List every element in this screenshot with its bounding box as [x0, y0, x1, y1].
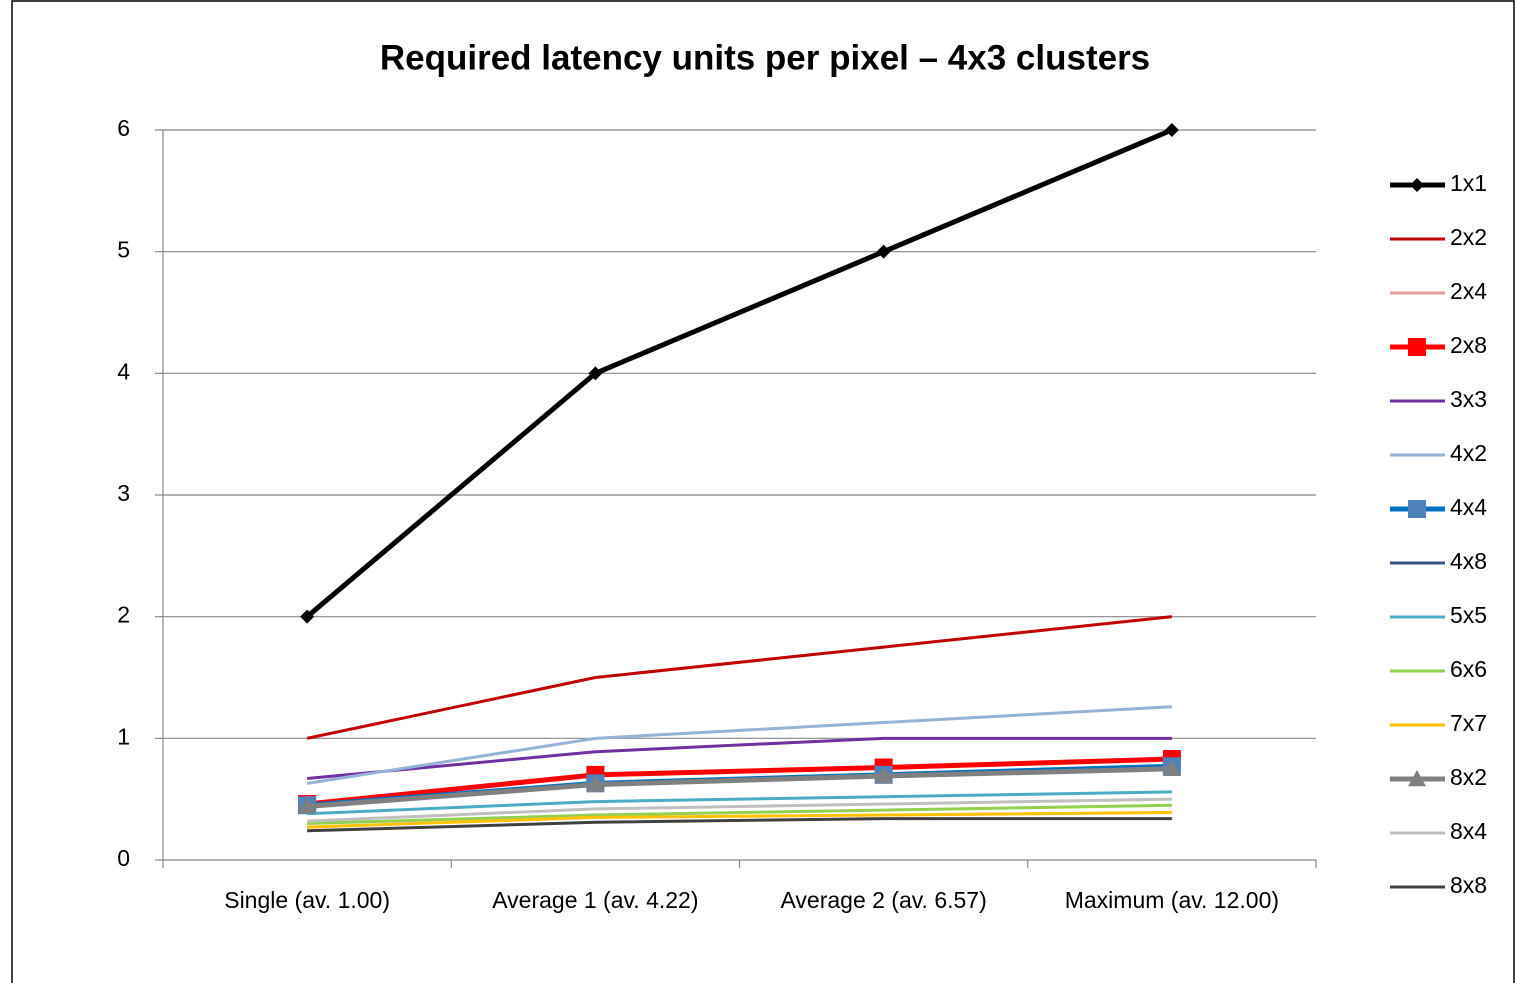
series-line: [306, 736, 1172, 780]
legend-label: 5x5: [1450, 602, 1487, 628]
series-line: [307, 797, 1172, 823]
legend-label: 1x1: [1450, 170, 1487, 196]
marker: [298, 797, 317, 814]
marker: [1164, 123, 1179, 137]
x-tick-label: Single (av. 1.00): [224, 887, 390, 913]
series-line: [307, 817, 1172, 833]
legend-label: 8x4: [1450, 818, 1487, 844]
series-line: [306, 756, 1172, 807]
chart-frame: [11, 0, 1515, 983]
legend-marker: [1408, 500, 1426, 518]
y-tick-label: 6: [117, 115, 130, 141]
legend-marker: [1410, 178, 1424, 192]
y-tick-label: 2: [117, 602, 130, 628]
y-tick-label: 0: [117, 845, 130, 871]
legend-label: 2x4: [1450, 278, 1487, 304]
legend-label: 2x2: [1450, 224, 1487, 250]
legend-label: 8x2: [1450, 764, 1487, 790]
y-tick-label: 1: [117, 723, 130, 749]
marker: [1162, 759, 1181, 776]
y-tick-label: 5: [117, 237, 130, 263]
legend-label: 4x8: [1450, 548, 1487, 574]
marker: [874, 767, 893, 784]
marker: [300, 609, 315, 624]
chart-title: Required latency units per pixel – 4x3 c…: [380, 38, 1150, 77]
series-line: [306, 766, 1172, 809]
marker: [586, 775, 605, 792]
series-line: [307, 790, 1172, 816]
legend-label: 3x3: [1450, 386, 1487, 412]
legend-label: 2x8: [1450, 332, 1487, 358]
legend-marker: [1408, 770, 1426, 787]
series-line: [306, 615, 1173, 740]
series-line: [306, 705, 1172, 785]
legend-label: 8x8: [1450, 872, 1487, 898]
series-line: [307, 803, 1172, 825]
legend-label: 7x7: [1450, 710, 1487, 736]
legend-label: 4x4: [1450, 494, 1487, 520]
y-tick-label: 4: [117, 358, 130, 384]
legend-label: 4x2: [1450, 440, 1487, 466]
y-tick-label: 3: [117, 480, 130, 506]
x-tick-label: Average 1 (av. 4.22): [492, 887, 698, 913]
series-line: [305, 127, 1173, 619]
marker: [876, 244, 891, 259]
x-tick-label: Average 2 (av. 6.57): [780, 887, 986, 913]
legend-label: 6x6: [1450, 656, 1487, 682]
series-line: [307, 811, 1172, 829]
x-tick-label: Maximum (av. 12.00): [1065, 887, 1279, 913]
marker: [588, 366, 603, 381]
legend-marker: [1408, 338, 1426, 356]
